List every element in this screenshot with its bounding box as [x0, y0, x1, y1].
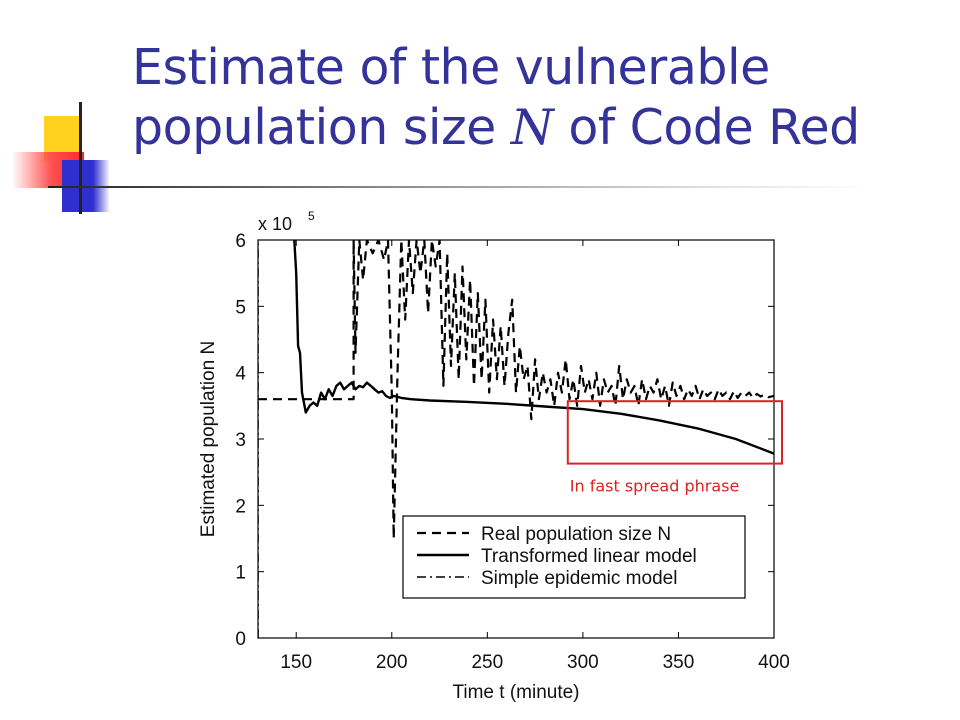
plot-lines [258, 240, 774, 638]
title-part-1: Estimate of the vulnerable population si… [132, 39, 770, 156]
y-tick-label: 0 [235, 629, 246, 650]
x-tick-label: 250 [471, 652, 503, 673]
y-multiplier-exponent: 5 [308, 209, 315, 223]
y-axis-label: Estimated population N [198, 341, 219, 537]
slide-accent-decoration [0, 0, 868, 220]
y-multiplier-label: x 10 [258, 214, 292, 234]
y-tick-label: 2 [235, 496, 246, 517]
x-axis-label: Time t (minute) [452, 682, 579, 703]
series-line-2 [293, 240, 774, 455]
y-tick-label: 4 [235, 364, 246, 385]
x-tick-label: 350 [663, 652, 695, 673]
annotation-label: In fast spread phrase [570, 477, 740, 496]
x-tick-label: 200 [376, 652, 408, 673]
y-tick-label: 3 [235, 430, 246, 451]
x-tick-label: 150 [280, 652, 312, 673]
x-tick-label: 400 [758, 652, 790, 673]
legend-box [402, 515, 746, 599]
x-tick-label: 300 [567, 652, 599, 673]
accent-horizontal-line [48, 186, 868, 188]
series-line-1 [258, 240, 774, 540]
y-tick-label: 1 [235, 563, 246, 584]
legend-label-3: Simple epidemic model [481, 568, 677, 589]
title-variable: N [510, 99, 554, 156]
annotation-box [566, 400, 783, 465]
y-tick-label: 6 [235, 231, 246, 252]
page-title: Estimate of the vulnerable population si… [132, 38, 952, 158]
title-part-2: of Code Red [553, 99, 860, 156]
accent-vertical-line [79, 102, 82, 214]
legend-label-2: Transformed linear model [481, 546, 697, 567]
legend-label-1: Real population size N [481, 524, 671, 545]
y-tick-label: 5 [235, 297, 246, 318]
